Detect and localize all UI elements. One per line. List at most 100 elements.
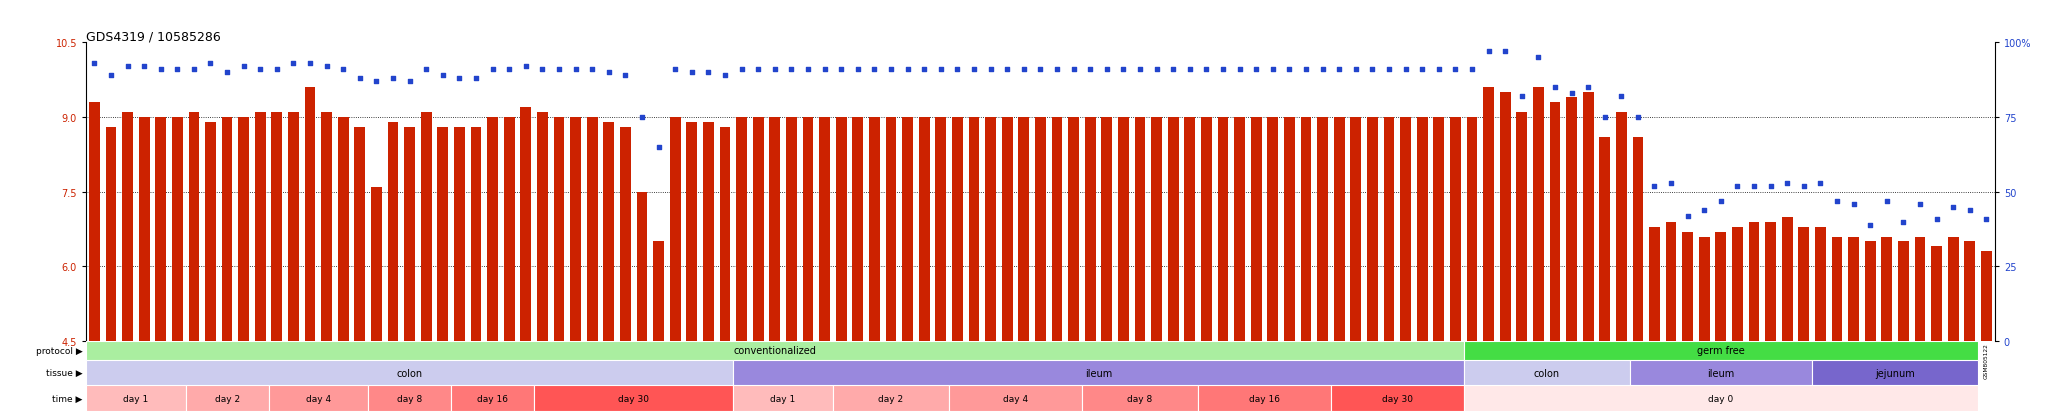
Point [1655, 180, 1688, 187]
Bar [1964, 242, 1974, 341]
Point [1804, 180, 1837, 187]
Point [393, 79, 426, 85]
Bar [1831, 237, 1843, 341]
Point [559, 67, 592, 74]
Point [1206, 67, 1239, 74]
Point [1174, 67, 1206, 74]
Bar [422, 113, 432, 341]
Point [891, 67, 924, 74]
Bar [1417, 118, 1427, 341]
Point [676, 70, 709, 76]
Point [1307, 67, 1339, 74]
Bar [733, 360, 1464, 385]
Bar [1219, 118, 1229, 341]
Bar [1616, 113, 1626, 341]
Bar [537, 113, 549, 341]
Text: conventionalized: conventionalized [733, 346, 817, 356]
Bar [1464, 341, 1978, 360]
Point [1755, 183, 1788, 190]
Bar [1782, 217, 1792, 341]
Text: ileum: ileum [1708, 368, 1735, 377]
Point [1456, 67, 1489, 74]
Point [1853, 222, 1886, 228]
Point [1440, 67, 1473, 74]
Point [709, 73, 741, 79]
Bar [238, 118, 250, 341]
Bar [1184, 118, 1196, 341]
Point [344, 76, 377, 83]
Point [227, 64, 260, 71]
Bar [139, 118, 150, 341]
Bar [305, 88, 315, 341]
Point [809, 67, 842, 74]
Point [608, 73, 641, 79]
Point [143, 67, 176, 74]
Bar [88, 103, 100, 341]
Bar [1815, 227, 1827, 341]
Bar [268, 385, 369, 411]
Bar [1499, 93, 1511, 341]
Bar [1583, 93, 1593, 341]
Bar [770, 118, 780, 341]
Bar [1284, 118, 1294, 341]
Bar [1948, 237, 1958, 341]
Bar [948, 385, 1081, 411]
Bar [834, 385, 948, 411]
Point [1954, 207, 1987, 214]
Bar [653, 242, 664, 341]
Bar [1733, 227, 1743, 341]
Bar [487, 118, 498, 341]
Point [1772, 180, 1804, 187]
Point [940, 67, 973, 74]
Bar [1550, 103, 1561, 341]
Point [1554, 91, 1587, 97]
Point [1589, 114, 1622, 121]
Point [1970, 216, 2003, 222]
Point [1157, 67, 1190, 74]
Point [328, 67, 360, 74]
Point [1372, 67, 1405, 74]
Point [1255, 67, 1288, 74]
Bar [1700, 237, 1710, 341]
Bar [1135, 118, 1145, 341]
Bar [1251, 118, 1262, 341]
Point [842, 67, 874, 74]
Text: day 8: day 8 [397, 394, 422, 403]
Bar [205, 123, 215, 341]
Point [1688, 207, 1720, 214]
Point [1024, 67, 1057, 74]
Point [377, 76, 410, 83]
Point [741, 67, 774, 74]
Text: day 0: day 0 [1708, 394, 1733, 403]
Bar [1102, 118, 1112, 341]
Point [1505, 94, 1538, 100]
Bar [371, 188, 381, 341]
Bar [1630, 360, 1812, 385]
Bar [1665, 222, 1677, 341]
Bar [172, 118, 182, 341]
Point [127, 64, 160, 71]
Point [178, 67, 211, 74]
Bar [1980, 252, 1993, 341]
Text: day 4: day 4 [1004, 394, 1028, 403]
Text: day 1: day 1 [770, 394, 797, 403]
Bar [186, 385, 268, 411]
Point [1937, 204, 1970, 211]
Bar [1198, 385, 1331, 411]
Point [975, 67, 1008, 74]
Point [162, 67, 195, 74]
Bar [1898, 242, 1909, 341]
Point [1821, 198, 1853, 204]
Point [758, 67, 791, 74]
Point [1704, 198, 1737, 204]
Point [958, 67, 991, 74]
Text: day 2: day 2 [879, 394, 903, 403]
Text: day 1: day 1 [123, 394, 147, 403]
Bar [1333, 118, 1346, 341]
Text: day 30: day 30 [618, 394, 649, 403]
Point [111, 64, 143, 71]
Point [825, 67, 858, 74]
Bar [754, 118, 764, 341]
Bar [702, 123, 715, 341]
Point [260, 67, 293, 74]
